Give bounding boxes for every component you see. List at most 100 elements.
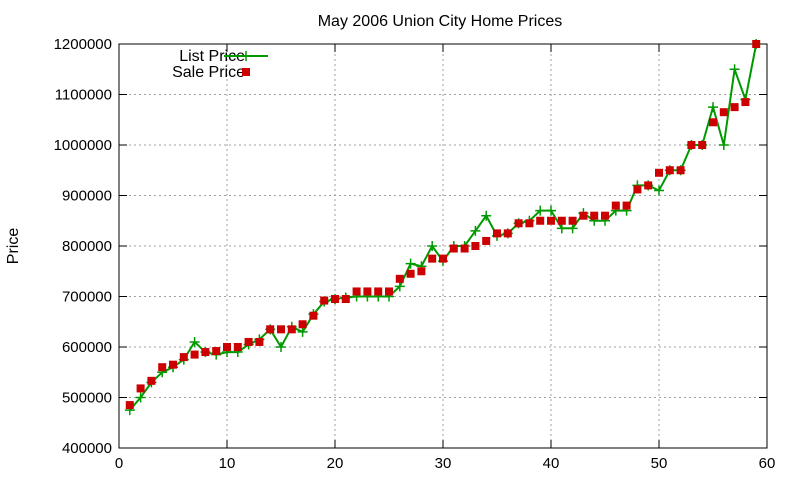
sale-price-point <box>752 40 761 48</box>
sale-price-point <box>244 337 253 346</box>
sale-price-point <box>158 363 167 372</box>
sale-price-point <box>428 254 437 263</box>
y-tick-label: 1200000 <box>54 36 112 53</box>
sale-price-point <box>385 287 393 296</box>
sale-price-point <box>698 141 707 149</box>
x-tick-label: 50 <box>651 455 668 472</box>
x-tick-label: 10 <box>219 455 236 472</box>
y-tick-label: 1000000 <box>54 137 112 154</box>
list-price-point <box>546 205 556 216</box>
sale-price-point <box>395 274 404 283</box>
sale-price-point <box>147 376 156 385</box>
sale-price-point <box>287 325 296 334</box>
sale-price-point <box>136 384 145 393</box>
chart-title: May 2006 Union City Home Prices <box>318 13 563 30</box>
sale-price-point <box>557 216 566 225</box>
sale-price-point <box>514 219 523 228</box>
grid-lines <box>119 44 767 448</box>
y-tick-label: 500000 <box>62 390 112 407</box>
x-tick-label: 60 <box>759 455 776 472</box>
list-price-point <box>470 225 481 236</box>
sale-price-point <box>352 287 361 296</box>
sale-price-point <box>676 166 685 175</box>
sale-price-point <box>439 254 447 263</box>
sale-price-point <box>482 236 491 245</box>
list-price-point <box>654 185 664 196</box>
sale-price-point <box>233 343 242 351</box>
y-tick-label: 400000 <box>62 440 112 457</box>
sale-price-point <box>579 211 588 220</box>
y-tick-label: 800000 <box>62 238 112 255</box>
sale-price-point <box>201 348 210 357</box>
sale-price-point <box>709 118 717 127</box>
sale-price-point <box>169 360 177 369</box>
list-price-point <box>556 223 567 234</box>
legend-square-marker <box>242 68 250 76</box>
axis-ticks: 400000 500000 600000 700000 800000 900000 1000… <box>54 36 776 472</box>
sale-price-point <box>493 229 501 238</box>
legend-plus-marker <box>241 51 251 61</box>
sale-price-point <box>341 295 350 304</box>
sale-price-point <box>449 244 458 253</box>
sale-price-point <box>719 108 728 117</box>
y-axis-label: Price <box>5 228 22 265</box>
sale-price-point <box>687 141 696 149</box>
y-tick-label: 1100000 <box>55 87 112 104</box>
sale-price-point <box>730 103 739 112</box>
x-tick-label: 20 <box>327 455 344 472</box>
legend-label: Sale Price <box>172 64 245 81</box>
sale-price-point <box>655 168 663 177</box>
sale-price-point <box>331 295 339 304</box>
list-price-point <box>481 210 492 221</box>
sale-price-point <box>374 287 383 296</box>
sale-price-point <box>460 244 469 253</box>
sale-price-point <box>277 325 285 334</box>
list-price-point <box>135 392 146 403</box>
sale-price-point <box>633 185 642 194</box>
sale-price-point <box>406 269 415 278</box>
sale-price-point <box>255 337 264 346</box>
sale-price-point <box>190 350 199 359</box>
sale-price-point <box>503 229 512 238</box>
list-price-point <box>567 223 578 234</box>
sale-price-point <box>363 287 372 296</box>
list-price-point <box>708 102 718 113</box>
sale-price-point <box>179 353 188 362</box>
sale-price-point <box>320 296 329 305</box>
sale-price-point <box>611 201 620 210</box>
sale-price-point <box>471 242 480 250</box>
sale-price-point <box>223 343 231 351</box>
series-layer <box>124 39 762 416</box>
plot-frame <box>118 43 768 449</box>
sale-price-point <box>601 211 609 220</box>
y-tick-label: 700000 <box>62 289 112 306</box>
legend-label: List Price <box>179 48 245 65</box>
sale-price-point <box>417 267 426 276</box>
sale-price-point <box>644 181 653 190</box>
sale-price-point <box>547 216 555 225</box>
series-sale-price <box>125 40 761 410</box>
sale-price-point <box>125 401 134 410</box>
sale-price-point <box>212 347 221 356</box>
y-tick-label: 600000 <box>62 339 112 356</box>
sale-price-point <box>622 201 631 210</box>
x-tick-label: 40 <box>543 455 560 472</box>
sale-price-point <box>590 211 599 220</box>
list-price-point <box>276 342 286 352</box>
sale-price-point <box>568 216 577 225</box>
x-tick-label: 0 <box>115 455 123 472</box>
list-price-point <box>535 205 546 216</box>
sale-price-point <box>298 320 307 329</box>
sale-price-point <box>536 216 545 225</box>
sale-price-point <box>665 166 674 175</box>
list-price-point <box>189 336 200 347</box>
sale-price-point <box>309 311 318 320</box>
x-tick-label: 30 <box>435 455 452 472</box>
list-price-point <box>297 326 308 337</box>
list-price-point <box>405 258 416 269</box>
sale-price-point <box>266 325 275 334</box>
sale-price-point <box>525 219 534 228</box>
